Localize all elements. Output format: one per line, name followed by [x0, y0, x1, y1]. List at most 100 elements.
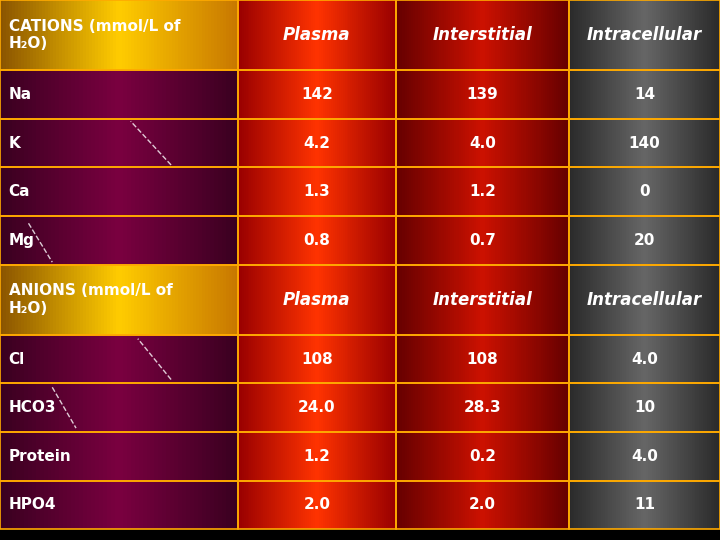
Bar	[319, 167, 320, 216]
Bar	[402, 383, 405, 432]
Bar	[688, 70, 690, 119]
Bar	[271, 481, 274, 529]
Bar	[418, 0, 420, 70]
Bar	[409, 167, 411, 216]
Bar	[504, 70, 506, 119]
Bar	[541, 70, 543, 119]
Bar	[519, 0, 521, 70]
Bar	[171, 481, 174, 529]
Bar	[210, 383, 214, 432]
Bar	[569, 265, 720, 335]
Bar	[474, 432, 476, 481]
Bar	[519, 265, 521, 335]
Bar	[686, 481, 688, 529]
Bar	[584, 0, 586, 70]
Bar	[571, 383, 572, 432]
Bar	[282, 167, 283, 216]
Bar	[299, 432, 301, 481]
Bar	[599, 167, 601, 216]
Bar	[578, 383, 580, 432]
Bar	[40, 432, 44, 481]
Bar	[667, 119, 669, 167]
Bar	[386, 216, 388, 265]
Bar	[386, 481, 388, 529]
Bar	[478, 432, 480, 481]
Bar	[582, 70, 584, 119]
Bar	[560, 0, 562, 70]
Bar	[424, 432, 426, 481]
Bar	[179, 70, 182, 119]
Bar	[572, 481, 575, 529]
Bar	[526, 335, 528, 383]
Bar	[20, 216, 24, 265]
Bar	[277, 481, 279, 529]
Bar	[44, 70, 48, 119]
Bar	[456, 383, 459, 432]
Bar	[77, 265, 80, 335]
Bar	[36, 481, 40, 529]
Bar	[327, 70, 328, 119]
Bar	[345, 481, 346, 529]
Bar	[287, 383, 289, 432]
Bar	[590, 119, 592, 167]
Bar	[376, 70, 378, 119]
Bar	[508, 70, 510, 119]
Bar	[552, 70, 554, 119]
Bar	[590, 216, 592, 265]
Bar	[523, 265, 526, 335]
Bar	[467, 481, 469, 529]
Bar	[115, 167, 119, 216]
Bar	[693, 0, 696, 70]
Bar	[528, 335, 530, 383]
Bar	[660, 481, 662, 529]
Bar	[422, 70, 424, 119]
Bar	[341, 167, 343, 216]
Bar	[469, 335, 472, 383]
Bar	[279, 119, 281, 167]
Bar	[418, 119, 420, 167]
Bar	[187, 0, 190, 70]
Bar	[554, 481, 556, 529]
Bar	[506, 0, 508, 70]
Bar	[321, 265, 323, 335]
Bar	[95, 481, 99, 529]
Bar	[526, 216, 528, 265]
Bar	[667, 265, 669, 335]
Bar	[265, 383, 267, 432]
Bar	[222, 265, 226, 335]
Bar	[264, 0, 265, 70]
Bar	[616, 0, 618, 70]
Bar	[641, 481, 642, 529]
Bar	[618, 0, 620, 70]
Bar	[654, 335, 656, 383]
Bar	[461, 0, 463, 70]
Bar	[493, 383, 495, 432]
Bar	[491, 265, 493, 335]
Bar	[504, 432, 506, 481]
Bar	[319, 119, 320, 167]
Bar	[629, 167, 631, 216]
Bar	[274, 0, 275, 70]
Bar	[654, 432, 656, 481]
Bar	[648, 119, 650, 167]
Text: 2.0: 2.0	[469, 497, 496, 512]
Bar	[250, 432, 251, 481]
Bar	[79, 335, 84, 383]
Bar	[222, 481, 226, 529]
Bar	[36, 70, 40, 119]
Bar	[24, 335, 27, 383]
Bar	[711, 383, 712, 432]
Bar	[528, 216, 530, 265]
Bar	[560, 481, 562, 529]
Bar	[346, 265, 348, 335]
Bar	[489, 265, 491, 335]
Bar	[277, 0, 279, 70]
Bar	[652, 0, 654, 70]
Bar	[413, 265, 415, 335]
Bar	[122, 119, 127, 167]
Bar	[210, 481, 214, 529]
Bar	[690, 383, 692, 432]
Bar	[554, 383, 556, 432]
Bar	[190, 383, 194, 432]
Bar	[353, 0, 354, 70]
